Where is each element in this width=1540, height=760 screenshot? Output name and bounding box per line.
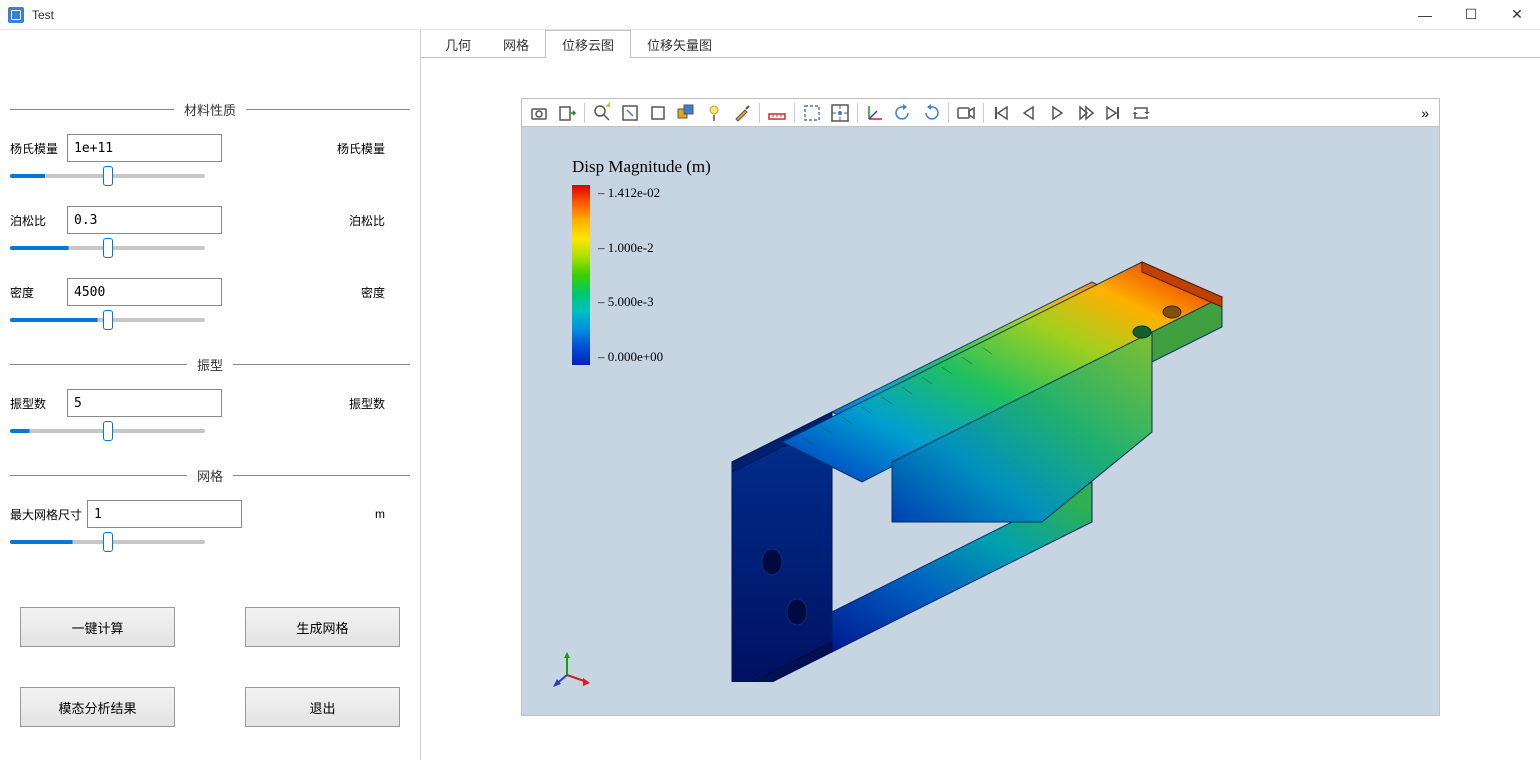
legend-min: 0.000e+00 [598,349,663,365]
step-fwd-icon[interactable] [1072,101,1098,125]
input-poisson[interactable] [67,206,222,234]
toolbar-separator [794,103,795,123]
label-maxmesh: 最大网格尺寸 [10,506,85,523]
legend-mid2: 5.000e-3 [598,294,663,310]
close-button[interactable]: ✕ [1494,0,1540,30]
viewport-toolbar: » [521,98,1440,126]
input-density[interactable] [67,278,222,306]
label-poisson: 泊松比 [10,212,65,229]
skip-start-icon[interactable] [988,101,1014,125]
slider-poisson[interactable] [10,246,205,250]
boxes-icon[interactable] [673,101,699,125]
section-title-material: 材料性质 [174,100,246,119]
results-button[interactable]: 模态分析结果 [20,687,175,727]
tab-mesh[interactable]: 网格 [487,30,545,58]
axis-triad-icon [552,650,592,690]
app-icon [8,7,24,23]
minimize-button[interactable]: — [1402,0,1448,30]
light-icon[interactable] [701,101,727,125]
model-render [662,182,1322,682]
maximize-button[interactable]: ☐ [1448,0,1494,30]
play-icon[interactable] [1044,101,1070,125]
box-select-icon[interactable] [617,101,643,125]
skip-end-icon[interactable] [1100,101,1126,125]
tab-geometry[interactable]: 几何 [429,30,487,58]
target-icon[interactable] [827,101,853,125]
legend-title: Disp Magnitude (m) [572,157,711,177]
slider-maxmesh[interactable] [10,540,205,544]
step-back-icon[interactable] [1016,101,1042,125]
camera-icon[interactable] [526,101,552,125]
exit-button[interactable]: 退出 [245,687,400,727]
unit-youngs: 杨氏模量 [337,140,385,157]
rotate-cw-icon[interactable] [918,101,944,125]
compute-button[interactable]: 一键计算 [20,607,175,647]
brush-icon[interactable] [729,101,755,125]
colorbar [572,185,590,365]
axes-icon[interactable] [862,101,888,125]
label-density: 密度 [10,284,65,301]
legend-max: 1.412e-02 [598,185,663,201]
export-icon[interactable] [554,101,580,125]
side-panel: 材料性质 杨氏模量 杨氏模量 泊松比 泊松比 密度 密度 振型 振型数 振型数 … [0,30,420,760]
input-modecount[interactable] [67,389,222,417]
viewport-3d[interactable]: Disp Magnitude (m) 1.412e-02 1.000e-2 5.… [521,126,1440,716]
toolbar-overflow-icon[interactable]: » [1415,105,1435,121]
input-youngs[interactable] [67,134,222,162]
window-title: Test [32,8,54,22]
input-maxmesh[interactable] [87,500,242,528]
section-title-mode: 振型 [187,355,233,374]
tab-disp-vector[interactable]: 位移矢量图 [631,30,728,58]
slider-modecount[interactable] [10,429,205,433]
unit-maxmesh: m [375,507,385,521]
toolbar-separator [983,103,984,123]
unit-density: 密度 [361,284,385,301]
unit-modecount: 振型数 [349,395,385,412]
box-icon[interactable] [645,101,671,125]
tabs: 几何 网格 位移云图 位移矢量图 [421,30,1540,58]
video-icon[interactable] [953,101,979,125]
genmesh-button[interactable]: 生成网格 [245,607,400,647]
toolbar-separator [857,103,858,123]
toolbar-separator [584,103,585,123]
label-youngs: 杨氏模量 [10,140,65,157]
toolbar-separator [759,103,760,123]
slider-density[interactable] [10,318,205,322]
slider-youngs[interactable] [10,174,205,178]
zoom-find-icon[interactable] [589,101,615,125]
dashed-box-icon[interactable] [799,101,825,125]
unit-poisson: 泊松比 [349,212,385,229]
loop-icon[interactable] [1128,101,1154,125]
ruler-icon[interactable] [764,101,790,125]
rotate-ccw-icon[interactable] [890,101,916,125]
section-title-mesh: 网格 [187,466,233,485]
tab-disp-contour[interactable]: 位移云图 [545,30,631,58]
legend-mid1: 1.000e-2 [598,240,663,256]
toolbar-separator [948,103,949,123]
label-modecount: 振型数 [10,395,65,412]
